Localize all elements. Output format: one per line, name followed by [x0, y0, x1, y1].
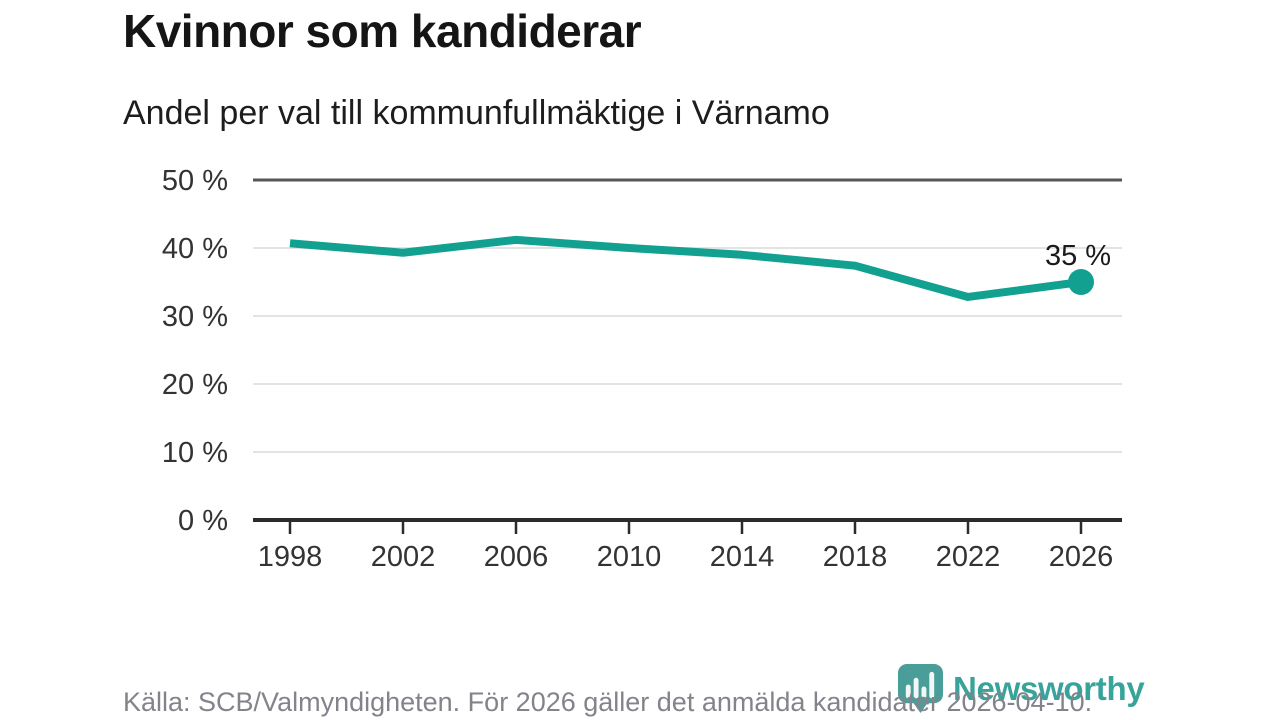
x-axis-tick-label: 2014 — [710, 541, 775, 573]
x-axis-tick-label: 1998 — [258, 541, 323, 573]
y-axis-tick-label: 30 % — [162, 301, 228, 333]
y-axis-tick-label: 50 % — [162, 165, 228, 197]
newsworthy-logo-text: Newsworthy — [953, 669, 1145, 707]
x-axis-tick-label: 2006 — [484, 541, 549, 573]
x-axis-tick-label: 2018 — [823, 541, 888, 573]
y-axis-tick-label: 20 % — [162, 369, 228, 401]
newsworthy-logo-icon — [897, 664, 944, 713]
x-axis-tick-label: 2010 — [597, 541, 662, 573]
newsworthy-logo: Newsworthy — [897, 663, 1145, 714]
end-point-label: 35 % — [1045, 240, 1111, 272]
data-line — [289, 235, 1082, 301]
page-title: Kvinnor som kandiderar — [123, 5, 642, 57]
y-axis-tick-label: 40 % — [162, 233, 228, 265]
end-point-marker — [1068, 269, 1094, 295]
chart-subtitle: Andel per val till kommunfullmäktige i V… — [123, 94, 830, 132]
x-axis-tick-label: 2026 — [1049, 541, 1114, 573]
y-axis-tick-label: 0 % — [178, 505, 228, 537]
x-axis-tick-label: 2022 — [936, 541, 1001, 573]
source-note: Källa: SCB/Valmyndigheten. För 2026 gäll… — [123, 687, 1093, 717]
x-axis-tick-label: 2002 — [371, 541, 436, 573]
y-axis-tick-label: 10 % — [162, 437, 228, 469]
